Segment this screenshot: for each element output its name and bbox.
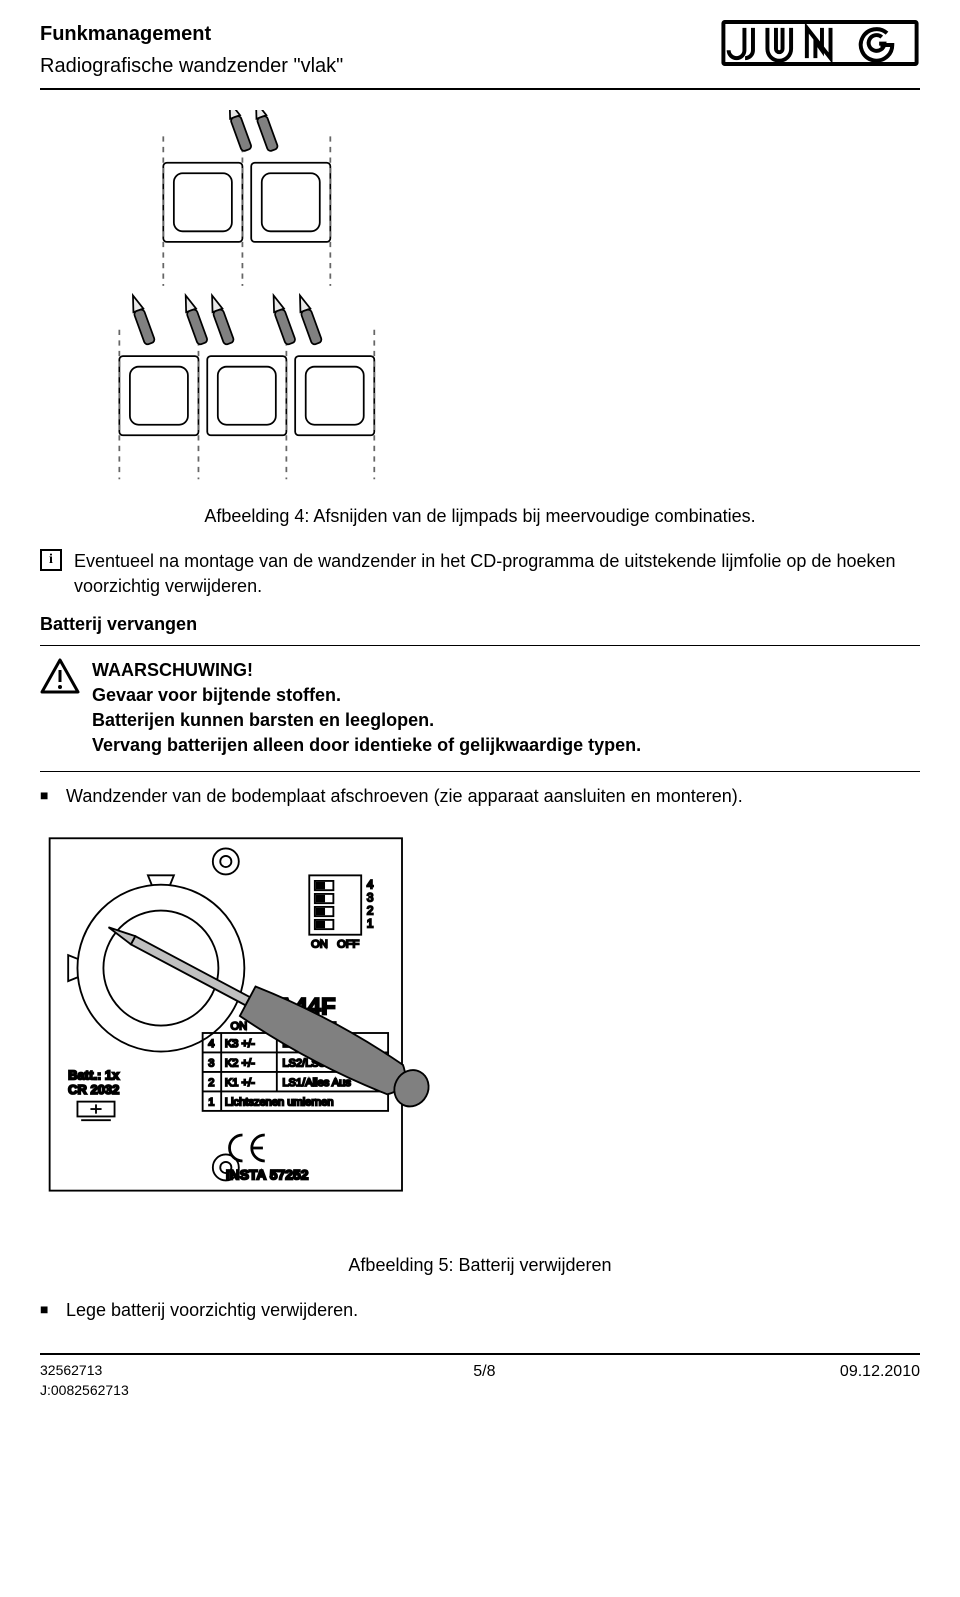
warning-icon bbox=[40, 658, 80, 759]
svg-text:1: 1 bbox=[208, 1096, 214, 1108]
warning-line3: Vervang batterijen alleen door identieke… bbox=[92, 733, 920, 758]
footer-date: 09.12.2010 bbox=[840, 1361, 920, 1400]
svg-text:2: 2 bbox=[367, 903, 374, 917]
svg-text:Batt.: 1x: Batt.: 1x bbox=[68, 1067, 120, 1082]
footer-page: 5/8 bbox=[473, 1361, 495, 1400]
header-text: Funkmanagement Radiografische wandzender… bbox=[40, 20, 720, 80]
figure-5: 4 3 2 1 ON OFF A44F Batt.: 1x CR 2032 bbox=[40, 829, 920, 1278]
header-subtitle: Radiografische wandzender "vlak" bbox=[40, 52, 720, 80]
svg-text:4: 4 bbox=[208, 1038, 214, 1050]
info-icon: i bbox=[40, 549, 62, 571]
svg-text:CR 2032: CR 2032 bbox=[68, 1082, 119, 1097]
bullet-1-text: Wandzender van de bodemplaat afschroeven… bbox=[66, 784, 743, 809]
footer: 32562713 J:0082562713 5/8 09.12.2010 bbox=[40, 1353, 920, 1400]
footer-id2: J:0082562713 bbox=[40, 1381, 129, 1401]
figure-5-caption: Afbeelding 5: Batterij verwijderen bbox=[40, 1253, 920, 1278]
footer-id1: 32562713 bbox=[40, 1361, 129, 1381]
figure-4: Afbeelding 4: Afsnijden van de lijmpads … bbox=[40, 110, 920, 529]
jung-logo bbox=[720, 20, 920, 66]
svg-text:3: 3 bbox=[208, 1057, 214, 1069]
footer-left: 32562713 J:0082562713 bbox=[40, 1361, 129, 1400]
warning-line1: Gevaar voor bijtende stoffen. bbox=[92, 683, 920, 708]
svg-text:4: 4 bbox=[367, 877, 374, 891]
svg-text:K1 +/-: K1 +/- bbox=[225, 1077, 255, 1089]
section-battery-title: Batterij vervangen bbox=[40, 612, 920, 637]
header-title: Funkmanagement bbox=[40, 20, 720, 48]
divider bbox=[40, 645, 920, 646]
svg-text:ON: ON bbox=[311, 938, 328, 950]
svg-text:Lichtszenen umlernen: Lichtszenen umlernen bbox=[225, 1096, 334, 1108]
svg-text:K2 +/-: K2 +/- bbox=[225, 1057, 255, 1069]
info-note-text: Eventueel na montage van de wandzender i… bbox=[74, 549, 920, 599]
figure-4-caption: Afbeelding 4: Afsnijden van de lijmpads … bbox=[40, 504, 920, 529]
warning-block: WAARSCHUWING! Gevaar voor bijtende stoff… bbox=[40, 658, 920, 759]
bullet-icon: ■ bbox=[40, 784, 54, 809]
divider bbox=[40, 771, 920, 772]
svg-text:ON: ON bbox=[230, 1020, 247, 1032]
svg-text:1: 1 bbox=[367, 916, 374, 930]
figure-4-svg bbox=[40, 110, 480, 488]
bullet-1: ■ Wandzender van de bodemplaat afschroev… bbox=[40, 784, 920, 809]
bullet-2-text: Lege batterij voorzichtig verwijderen. bbox=[66, 1298, 358, 1323]
svg-text:OFF: OFF bbox=[337, 938, 359, 950]
warning-line2: Batterijen kunnen barsten en leeglopen. bbox=[92, 708, 920, 733]
svg-text:INSTA 57252: INSTA 57252 bbox=[226, 1166, 309, 1182]
warning-heading: WAARSCHUWING! bbox=[92, 658, 920, 683]
bullet-icon: ■ bbox=[40, 1298, 54, 1323]
svg-text:LS1/Alles Aus: LS1/Alles Aus bbox=[282, 1077, 351, 1089]
bullet-2: ■ Lege batterij voorzichtig verwijderen. bbox=[40, 1298, 920, 1323]
svg-text:2: 2 bbox=[208, 1077, 214, 1089]
svg-text:K3 +/-: K3 +/- bbox=[225, 1038, 255, 1050]
header: Funkmanagement Radiografische wandzender… bbox=[40, 20, 920, 90]
info-note: i Eventueel na montage van de wandzender… bbox=[40, 549, 920, 599]
svg-text:3: 3 bbox=[367, 890, 374, 904]
warning-content: WAARSCHUWING! Gevaar voor bijtende stoff… bbox=[92, 658, 920, 759]
figure-5-svg: 4 3 2 1 ON OFF A44F Batt.: 1x CR 2032 bbox=[40, 829, 560, 1237]
